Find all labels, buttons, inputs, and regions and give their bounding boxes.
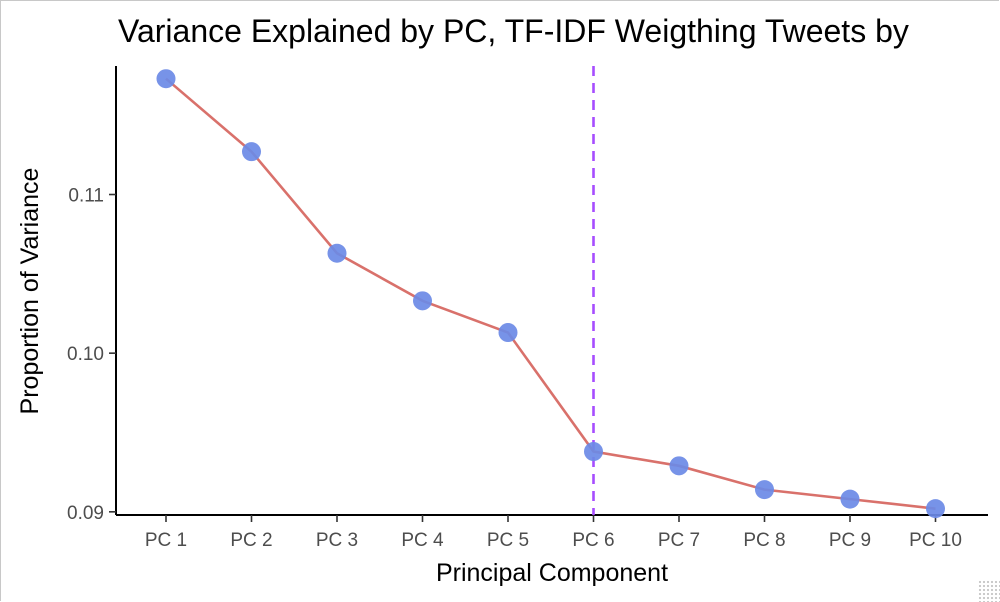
y-tick-label: 0.10	[67, 344, 104, 365]
resize-grip-icon	[978, 580, 1000, 602]
x-tick-label: PC 8	[743, 530, 785, 551]
data-point	[926, 499, 945, 519]
data-point	[755, 480, 774, 500]
x-tick-label: PC 9	[829, 530, 871, 551]
x-tick-label: PC 4	[401, 530, 444, 551]
x-tick-label: PC 2	[230, 530, 272, 551]
data-point	[840, 489, 860, 509]
series-line	[165, 77, 936, 510]
data-point	[669, 456, 689, 476]
plot-area: 0.09 0.10 0.11 PC 1 PC 2 PC 3 PC 4 PC 5 PC 6 PC 7…	[67, 66, 988, 551]
x-tick-label: PC 10	[909, 530, 962, 551]
x-tick-label: PC 1	[145, 530, 187, 551]
x-tick-label: PC 5	[487, 530, 529, 551]
x-tick-label: PC 3	[316, 530, 358, 551]
x-axis-title: Principal Component	[436, 559, 668, 587]
x-tick-label: PC 7	[658, 530, 700, 551]
data-point	[242, 142, 261, 162]
data-point	[584, 442, 603, 462]
y-tick-label: 0.11	[68, 186, 104, 207]
data-point	[156, 69, 176, 89]
y-axis-title: Proportion of Variance	[16, 168, 44, 415]
data-point	[413, 291, 432, 311]
y-tick-label: 0.09	[67, 503, 104, 524]
data-point	[498, 323, 518, 343]
x-tick-label: PC 6	[572, 530, 614, 551]
data-point	[327, 243, 347, 263]
chart-title: Variance Explained by PC, TF-IDF Weigthi…	[118, 13, 909, 49]
